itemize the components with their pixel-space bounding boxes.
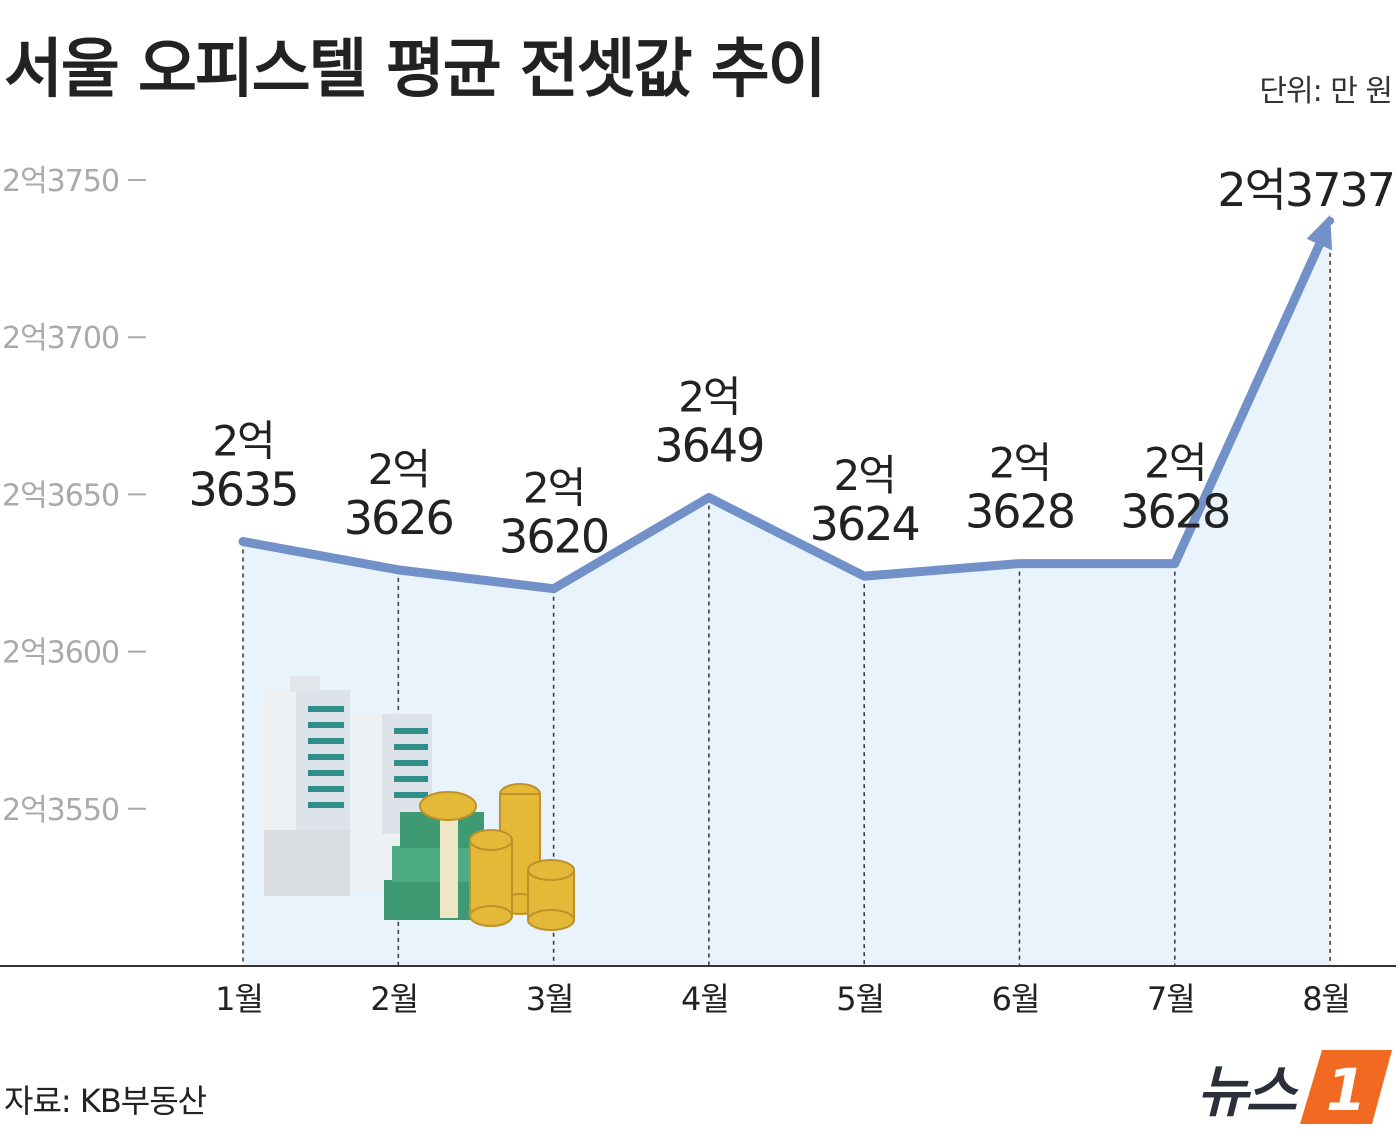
news1-logo: 뉴스 1 <box>1197 1050 1392 1125</box>
data-label: 3635 <box>188 463 297 517</box>
y-tick-label: 2억3650 <box>2 478 119 513</box>
source-note: 자료: KB부동산 <box>4 1082 207 1120</box>
data-point <box>1015 559 1024 568</box>
data-label: 3626 <box>344 491 453 545</box>
data-label: 3624 <box>810 497 919 551</box>
logo-mark-digit: 1 <box>1326 1056 1366 1124</box>
chart: 2억3550 2억3600 2억3650 2억3700 2억3750 1월 2월 3월 4월 5… <box>0 163 1396 1018</box>
logo-text: 뉴스 <box>1196 1059 1297 1125</box>
x-tick-label: 4월 <box>681 980 729 1018</box>
data-point <box>549 584 558 593</box>
buildings-money-illustration <box>264 676 575 931</box>
y-axis: 2억3550 2억3600 2억3650 2억3700 2억3750 <box>2 164 146 828</box>
series-arrow-head <box>1306 214 1333 251</box>
data-label-unit: 2억 <box>989 439 1050 488</box>
data-label-unit: 2억 <box>368 445 429 494</box>
data-label: 3649 <box>654 419 763 473</box>
data-label: 3628 <box>965 485 1074 539</box>
data-label-unit: 2억 <box>523 464 584 513</box>
data-label-unit: 2억 <box>1144 439 1205 488</box>
x-tick-label: 8월 <box>1302 980 1350 1018</box>
unit-label: 단위: 만 원 <box>1259 74 1393 109</box>
data-label-unit: 2억 <box>212 417 273 466</box>
x-tick-label: 2월 <box>370 980 418 1018</box>
chart-title: 서울 오피스텔 평균 전셋값 추이 <box>4 33 827 107</box>
data-point <box>394 565 403 574</box>
data-point <box>1170 559 1179 568</box>
data-point <box>860 572 869 581</box>
x-tick-label: 1월 <box>215 980 263 1018</box>
data-point <box>239 537 247 546</box>
x-axis-labels: 1월 2월 3월 4월 5월 6월 7월 8월 <box>215 980 1351 1018</box>
data-point <box>704 493 713 502</box>
data-label: 3620 <box>499 510 608 564</box>
y-tick-label: 2억3600 <box>2 636 119 671</box>
y-tick-label: 2억3750 <box>2 164 119 199</box>
news1-logo-mark: 1 <box>1300 1050 1392 1124</box>
series-line <box>238 240 1324 594</box>
data-label: 2억3737 <box>1217 163 1394 217</box>
data-point <box>1326 216 1335 225</box>
y-tick-label: 2억3700 <box>2 321 119 356</box>
data-label-unit: 2억 <box>834 451 895 500</box>
x-tick-label: 5월 <box>836 980 884 1018</box>
x-tick-label: 3월 <box>526 980 574 1018</box>
y-tick-label: 2억3550 <box>2 793 119 828</box>
data-label-unit: 2억 <box>678 373 739 422</box>
x-tick-label: 7월 <box>1147 980 1195 1018</box>
area-fill <box>243 220 1331 966</box>
x-tick-label: 6월 <box>992 980 1040 1018</box>
data-label: 3628 <box>1120 485 1229 539</box>
